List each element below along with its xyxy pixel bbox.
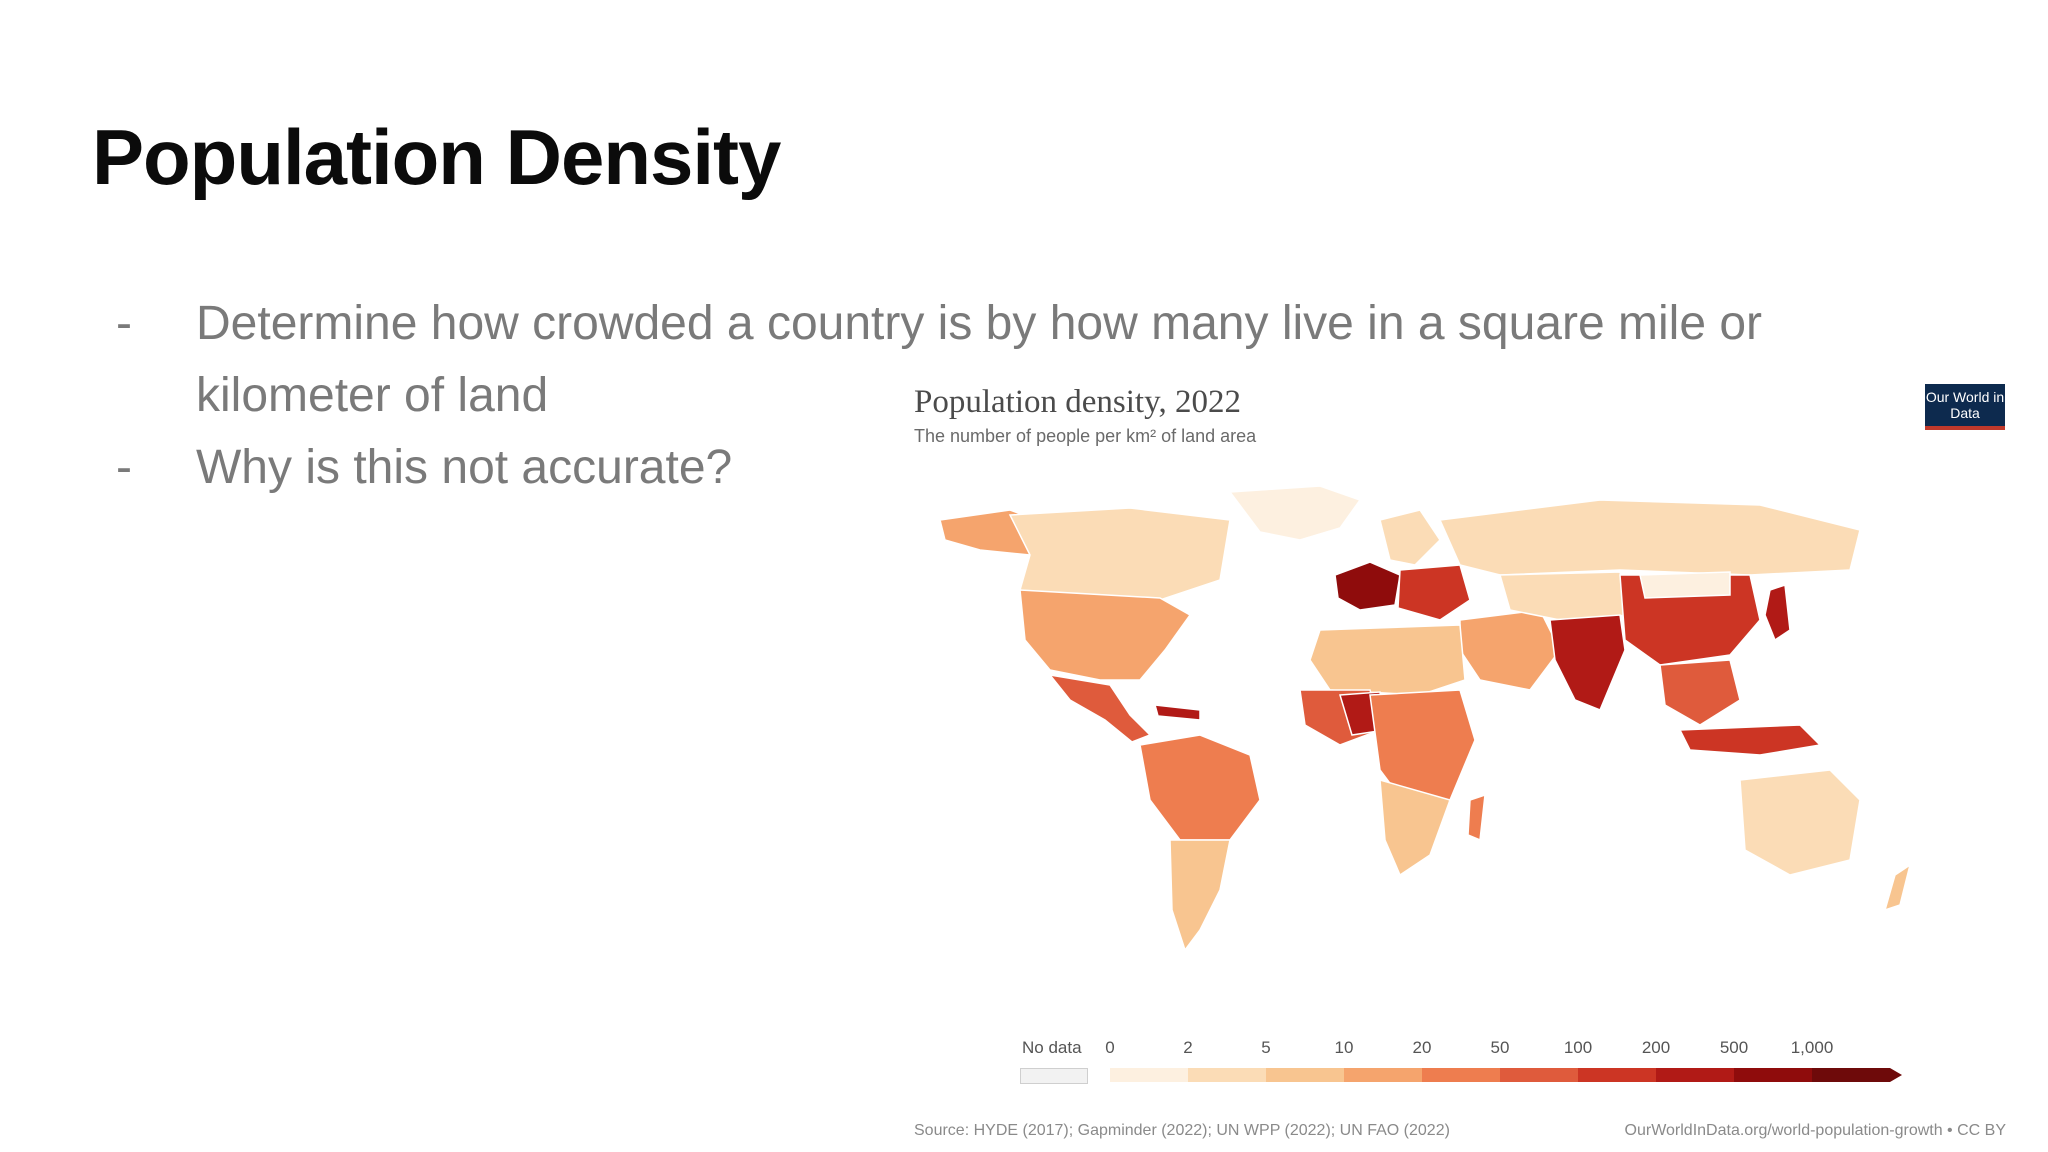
region-russia	[1438, 499, 1861, 576]
bullet-item: - Why is this not accurate?	[116, 432, 1836, 504]
legend-tick-label: 1,000	[1790, 1038, 1834, 1057]
map-title: Population density, 2022	[914, 384, 1241, 420]
legend-swatch	[1188, 1068, 1266, 1082]
legend-swatch	[1500, 1068, 1578, 1082]
legend-tick-label: 20	[1412, 1038, 1432, 1057]
bullet-text: Why is this not accurate?	[196, 441, 733, 494]
region-eastern-europe	[1397, 564, 1471, 621]
legend-tick-label: 200	[1641, 1038, 1671, 1057]
region-mongolia	[1639, 571, 1731, 599]
region-canada	[1008, 507, 1231, 601]
legend-tick-label: 50	[1490, 1038, 1510, 1057]
bullet-dash: -	[116, 441, 132, 494]
legend-tick-label: 2	[1183, 1038, 1193, 1057]
region-mexico	[1048, 673, 1152, 743]
legend-tick-label: 0	[1105, 1038, 1115, 1057]
legend-swatch	[1110, 1068, 1188, 1082]
legend-swatch	[1344, 1068, 1422, 1082]
region-southeast-asia	[1659, 659, 1741, 726]
map-subtitle: The number of people per km² of land are…	[914, 426, 1257, 446]
region-indonesia	[1678, 724, 1822, 756]
region-madagascar	[1467, 793, 1486, 842]
bullet-dash: -	[116, 297, 132, 350]
region-south-america-north	[1139, 734, 1261, 841]
map-legend: No data 0 2 5 10 20 50 100 200 500 1,000	[900, 1038, 2020, 1098]
legend-swatch	[1578, 1068, 1656, 1082]
legend-swatch	[1422, 1068, 1500, 1082]
legend-no-data-label: No data	[1022, 1038, 1082, 1057]
region-japan	[1764, 583, 1791, 642]
region-australia	[1739, 769, 1861, 876]
legend-swatch	[1656, 1068, 1734, 1082]
region-greenland	[1228, 485, 1362, 541]
owid-logo: Our World in Data	[1925, 384, 2005, 430]
region-southern-africa	[1379, 778, 1451, 877]
region-north-africa	[1309, 624, 1466, 696]
legend-tick-label: 10	[1334, 1038, 1354, 1057]
legend-arrow	[1890, 1068, 1902, 1082]
region-scandinavia	[1379, 509, 1441, 566]
legend-no-data-swatch	[1020, 1068, 1088, 1084]
legend-swatch	[1266, 1068, 1344, 1082]
map-source: Source: HYDE (2017); Gapminder (2022); U…	[914, 1122, 1450, 1139]
population-density-map-figure: Population density, 2022 The number of p…	[900, 370, 2020, 1150]
legend-tick-label: 100	[1563, 1038, 1593, 1057]
map-credit: OurWorldInData.org/world-population-grow…	[1624, 1122, 2006, 1139]
legend-swatch	[1812, 1068, 1890, 1082]
region-india	[1549, 614, 1626, 711]
region-middle-east	[1459, 609, 1561, 691]
region-usa	[1019, 589, 1192, 681]
bullet-item: - Determine how crowded a country is by …	[116, 288, 1836, 432]
legend-tick-label: 5	[1261, 1038, 1271, 1057]
region-western-europe	[1334, 561, 1401, 611]
slide-title: Population Density	[92, 113, 781, 201]
region-south-america-south	[1169, 839, 1231, 952]
legend-tick-label: 500	[1719, 1038, 1749, 1057]
bullet-text: Determine how crowded a country is by ho…	[196, 297, 1763, 422]
legend-swatch	[1734, 1068, 1812, 1082]
world-map	[939, 485, 1912, 952]
region-new-zealand	[1883, 863, 1912, 912]
bullet-list: - Determine how crowded a country is by …	[116, 288, 1836, 504]
region-caribbean	[1153, 704, 1201, 721]
